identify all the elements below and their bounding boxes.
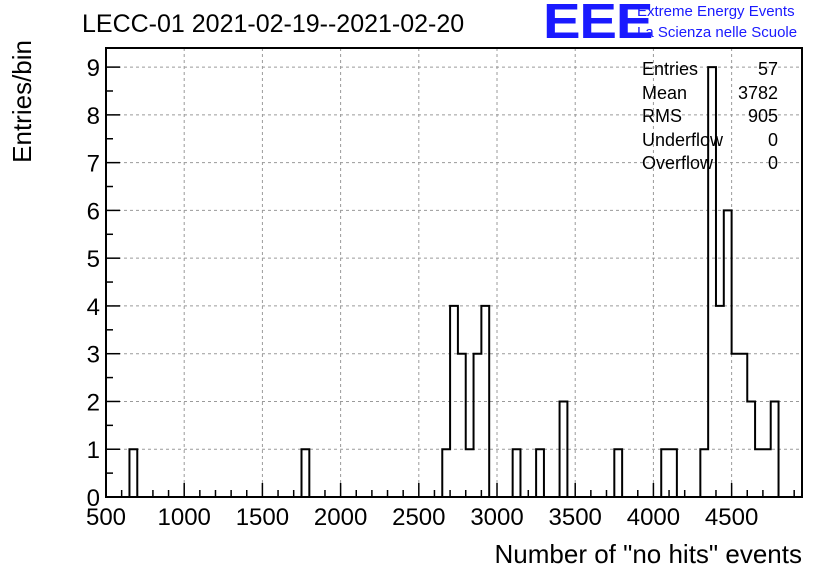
x-tick-label: 1500 [236, 504, 289, 531]
histogram-bin [466, 449, 474, 497]
stat-row-overflow: Overflow 0 [642, 153, 778, 177]
histogram-bin [700, 449, 708, 497]
x-tick-label: 4000 [627, 504, 680, 531]
y-tick-label: 6 [87, 198, 100, 225]
x-tick-label: 4500 [705, 504, 758, 531]
stat-row-mean: Mean 3782 [642, 83, 778, 107]
histogram-bin [661, 449, 669, 497]
stat-value: 0 [767, 129, 778, 150]
stat-row-rms: RMS 905 [642, 106, 778, 130]
histogram-bin [474, 354, 482, 497]
stat-row-underflow: Underflow 0 [642, 130, 778, 154]
plot-frame [105, 47, 803, 498]
y-tick-label: 9 [87, 55, 100, 82]
histogram-bin [739, 354, 747, 497]
logo-line-2: La Scienza nelle Scuole [637, 24, 798, 41]
histogram-bin [513, 449, 521, 497]
y-tick-label: 8 [87, 103, 100, 130]
histogram-bin [763, 449, 771, 497]
histogram-bin [614, 449, 622, 497]
y-tick-label: 2 [87, 389, 100, 416]
histogram-bin [442, 449, 450, 497]
grid-lines [105, 48, 802, 498]
histogram-bin [732, 354, 740, 497]
histogram-bin [669, 449, 677, 497]
stat-label: Overflow [642, 153, 714, 174]
histogram-bin [302, 449, 310, 497]
histogram-bin [129, 449, 137, 497]
stat-row-entries: Entries 57 [642, 59, 778, 83]
y-axis-title: Entries/bin [7, 40, 37, 163]
stat-value: 905 [747, 106, 778, 127]
stat-label: Entries [642, 59, 699, 79]
stat-value: 3782 [737, 82, 778, 103]
x-axis-title: Number of "no hits" events [495, 539, 803, 569]
stat-label: Underflow [642, 129, 724, 150]
chart-title: LECC-01 2021-02-19--2021-02-20 [82, 10, 465, 38]
stat-label: RMS [642, 106, 682, 127]
y-tick-label: 1 [87, 437, 100, 464]
logo-line-1: Extreme Energy Events [637, 3, 795, 20]
tick-labels: 500 1000 1500 2000 2500 3000 3500 4000 4500 0 1 2 3 4… [86, 55, 758, 531]
histogram-bin [458, 354, 466, 497]
x-tick-label: 1000 [158, 504, 211, 531]
x-tick-label: 2500 [392, 504, 445, 531]
x-tick-label: 3500 [549, 504, 602, 531]
x-tick-label: 2000 [314, 504, 367, 531]
stat-label: Mean [642, 82, 688, 103]
stat-value: 57 [757, 59, 778, 79]
statistics-box: Entries 57 Mean 3782 RMS 905 Underflow 0 Overflo… [642, 59, 778, 177]
axes [105, 47, 803, 498]
y-tick-label: 0 [87, 485, 100, 512]
x-tick-label: 500 [86, 504, 126, 531]
x-tick-label: 3000 [470, 504, 523, 531]
y-tick-label: 4 [87, 294, 100, 321]
y-tick-label: 3 [87, 342, 100, 369]
eee-logo: EEE [543, 0, 653, 49]
y-tick-label: 5 [87, 246, 100, 273]
histogram-bin [536, 449, 544, 497]
stat-value: 0 [767, 153, 778, 174]
y-tick-label: 7 [87, 151, 100, 178]
histogram-bin [755, 449, 763, 497]
